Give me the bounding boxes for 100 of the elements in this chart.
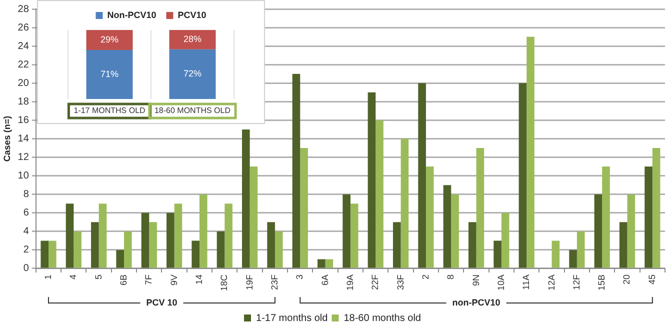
bar <box>267 222 275 268</box>
x-tick-label: 7F <box>144 274 154 286</box>
x-tick-label: 14 <box>194 274 204 285</box>
bar <box>426 166 434 268</box>
bar <box>376 120 384 268</box>
x-tick-label: 22F <box>370 274 380 290</box>
bar <box>644 166 652 268</box>
y-tick-label: 28 <box>18 4 30 15</box>
x-tick-label: 8 <box>446 274 456 280</box>
bar <box>451 194 459 268</box>
bar <box>224 204 232 268</box>
x-tick-label: 20 <box>622 274 632 285</box>
bar <box>400 138 409 268</box>
x-tick-label: 19F <box>244 274 254 290</box>
bar <box>74 231 82 268</box>
x-tick-label: 23F <box>269 274 280 290</box>
x-tick-label: 6A <box>320 274 330 286</box>
bar <box>602 166 610 268</box>
x-tick-label: 10A <box>496 274 506 291</box>
data-label: 29% <box>100 34 119 44</box>
bar <box>124 231 132 268</box>
bar <box>518 83 527 268</box>
x-tick-label: 12F <box>571 274 582 290</box>
bar <box>476 148 484 268</box>
bar <box>116 250 124 268</box>
y-tick-label: 4 <box>23 226 30 238</box>
x-tick-label: 15B <box>596 274 607 291</box>
bar <box>98 204 107 268</box>
legend-label: PCV10 <box>178 10 206 20</box>
x-tick-label: 45 <box>646 274 657 285</box>
bar <box>274 231 283 268</box>
y-tick-label: 16 <box>18 114 30 126</box>
bar <box>526 36 534 268</box>
legend-label: 18-60 months old <box>344 312 421 324</box>
bar <box>627 194 636 268</box>
bar <box>594 194 602 268</box>
bar <box>292 74 300 268</box>
bar <box>40 240 49 268</box>
y-tick-label: 2 <box>23 244 30 256</box>
x-tick-label: 2 <box>420 274 430 280</box>
bar <box>250 166 258 268</box>
x-tick-label: 12A <box>546 274 556 291</box>
bar <box>66 204 74 268</box>
bar <box>300 148 308 268</box>
x-tick-label: 18C <box>219 274 230 292</box>
x-tick-label: 3 <box>294 274 305 280</box>
x-tick-label: 1 <box>42 274 53 280</box>
x-tick-label: 9N <box>470 274 481 286</box>
bar <box>325 259 334 268</box>
bar <box>350 204 358 268</box>
y-tick-label: 8 <box>23 189 30 200</box>
y-tick-label: 26 <box>18 22 30 34</box>
data-label: 72% <box>183 68 202 79</box>
bar <box>494 240 502 268</box>
bar <box>192 240 200 268</box>
bar <box>149 222 157 268</box>
bar <box>443 185 452 268</box>
bar <box>174 204 182 268</box>
bar <box>619 222 628 268</box>
text: non-PCV10 <box>452 297 500 308</box>
legend-label: 1-17 months old <box>256 312 328 324</box>
bar <box>141 212 150 268</box>
bar <box>652 148 660 268</box>
bar <box>552 240 560 268</box>
bar <box>199 194 208 268</box>
bar <box>48 240 56 268</box>
y-tick-label: 12 <box>18 152 30 164</box>
y-tick-label: 24 <box>18 40 30 52</box>
bar <box>242 129 250 268</box>
bar <box>342 194 350 268</box>
data-label: 71% <box>100 68 119 79</box>
bar <box>418 83 426 268</box>
y-tick-label: 18 <box>18 96 30 108</box>
x-tick-label: 9V <box>168 274 179 286</box>
bar <box>392 222 401 268</box>
bar <box>501 212 510 268</box>
x-tick-label: 5 <box>93 274 104 280</box>
y-tick-label: 6 <box>23 208 30 219</box>
bar <box>216 231 225 268</box>
x-tick-label: 4 <box>68 274 78 280</box>
x-tick-label: 1-17 MONTHS OLD <box>74 106 146 116</box>
bar <box>368 92 376 268</box>
legend-label: Non-PCV10 <box>107 10 156 20</box>
x-tick-label: 33F <box>395 274 406 290</box>
bar <box>318 259 326 268</box>
y-tick-label: 10 <box>18 170 30 182</box>
y-axis-title: Cases (n=) <box>2 116 12 162</box>
x-tick-label: 19A <box>344 274 355 291</box>
bar <box>569 250 577 268</box>
x-tick-label: 11A <box>521 274 532 290</box>
y-tick-label: 0 <box>23 263 30 274</box>
y-tick-label: 22 <box>18 59 30 70</box>
y-tick-label: 14 <box>18 133 30 144</box>
data-label: 28% <box>183 34 202 44</box>
x-tick-label: 6B <box>118 274 128 286</box>
bar <box>166 212 174 268</box>
text: PCV 10 <box>146 297 178 308</box>
x-tick-label: 18-60 MONTHS OLD <box>154 106 231 116</box>
bar <box>468 222 476 268</box>
y-tick-label: 20 <box>18 78 30 89</box>
